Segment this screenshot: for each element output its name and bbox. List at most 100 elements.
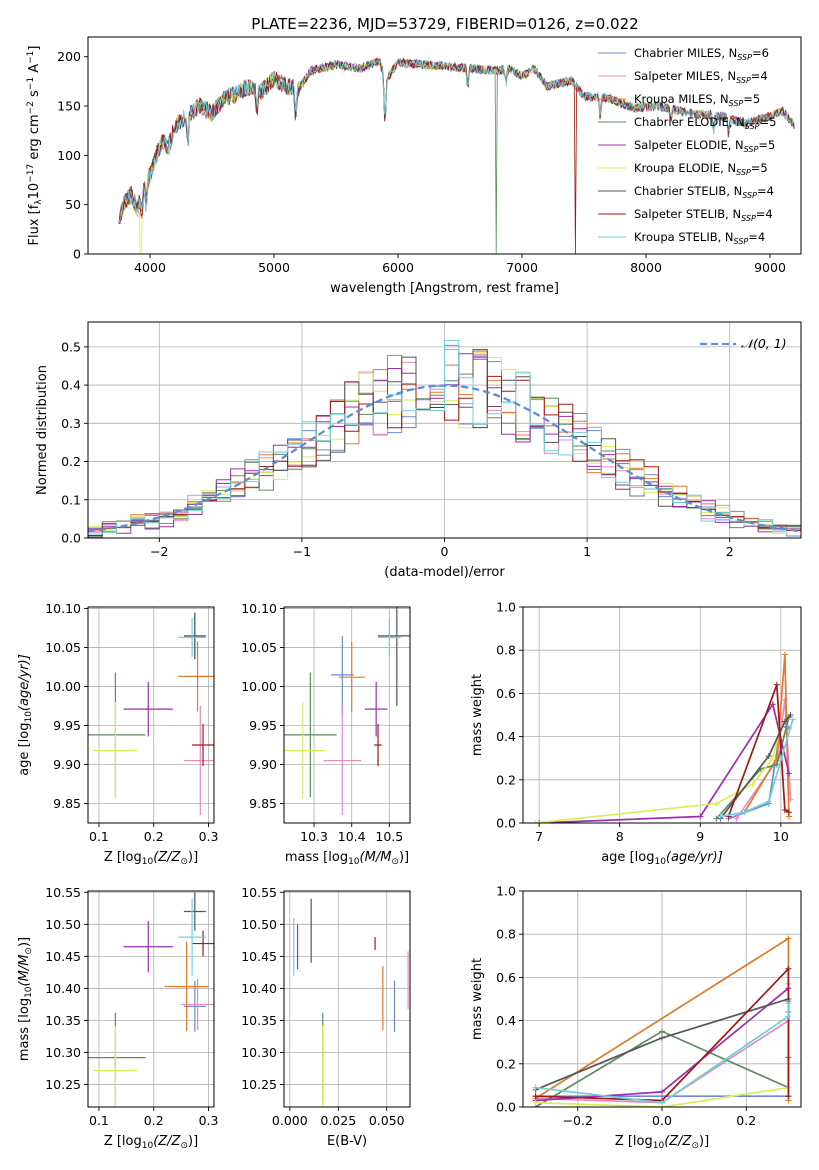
- y-tick-label: 0.6: [496, 970, 516, 985]
- label-part: =4: [757, 184, 774, 198]
- age-vs-mass-axes: 10.3 10.4 10.5 9.85 9.90 9.95 10.00 10.05 10.10 m…: [241, 601, 411, 867]
- x-tick-label: 0.2: [736, 1113, 756, 1128]
- weight-marker: [749, 781, 756, 788]
- label-part: A: [27, 64, 42, 77]
- legend-label-4: Salpeter ELODIE, NSSP=5: [634, 138, 775, 154]
- residuals-plot: [88, 340, 801, 538]
- label-part: 10: [24, 711, 34, 723]
- label-part: Kroupa STELIB, N: [634, 230, 734, 244]
- x-tick-label: 0.3: [199, 829, 219, 844]
- y-tick-label: 10.40: [241, 981, 277, 996]
- y-tick-label: 9.95: [249, 718, 277, 733]
- y-tick-label: 0.8: [496, 927, 516, 942]
- age-vs-Z-plot: [88, 612, 214, 816]
- x-tick-label: 6000: [382, 260, 414, 275]
- label-part: (age/yr)]: [17, 654, 32, 711]
- y-tick-label: 0.2: [496, 1056, 516, 1071]
- y-tick-label: 150: [57, 99, 81, 114]
- label-part: =5: [760, 115, 777, 129]
- spectrum-ylabel: Flux [fλ10−17 erg cm−2 s−1 A−1]: [26, 46, 44, 246]
- x-tick-label: 2: [726, 544, 734, 559]
- label-part: λ: [34, 199, 44, 205]
- y-tick-label: 0.5: [61, 339, 81, 354]
- spectrum-line-7: [118, 57, 795, 254]
- label-part: s: [27, 90, 42, 101]
- y-tick-label: 9.90: [53, 757, 81, 772]
- massweight-vs-age-plot: [532, 651, 796, 823]
- x-tick-label: 0.1: [89, 829, 109, 844]
- label-part: )]: [188, 850, 198, 865]
- weight-marker: [785, 935, 792, 942]
- legend-label-1: Salpeter MILES, NSSP=4: [634, 69, 768, 85]
- y-tick-label: 10.55: [241, 885, 277, 900]
- legend-label-7: Salpeter STELIB, NSSP=4: [634, 207, 773, 223]
- y-tick-label: 0.2: [61, 454, 81, 469]
- massweight-vs-Z-axes: −0.2 0.0 0.2 0.0 0.2 0.4 0.6 0.8 1.0 Z [log10(Z/Z…: [470, 884, 802, 1151]
- weight-marker: [769, 701, 776, 708]
- label-part: SSP: [734, 237, 749, 246]
- weight-marker: [785, 809, 792, 816]
- weight-marker: [733, 815, 740, 822]
- massweight-vs-age-xlabel: age [log10(age/yr)]: [601, 850, 723, 867]
- age-vs-Z-axes: 0.1 0.2 0.3 9.85 9.90 9.95 10.00 10.05 10.10 Z [l…: [17, 601, 218, 867]
- y-tick-label: 10.05: [45, 640, 81, 655]
- weight-marker: [769, 755, 776, 762]
- x-tick-label: 0.1: [89, 1113, 109, 1128]
- weight-line-2: [743, 654, 790, 817]
- y-tick-label: 10.40: [45, 981, 81, 996]
- label-part: =6: [752, 46, 769, 60]
- weight-marker: [532, 1084, 539, 1091]
- y-tick-label: 0.4: [496, 729, 516, 744]
- y-tick-label: 10.45: [45, 949, 81, 964]
- label-part: (Z/Z: [153, 1134, 181, 1149]
- weight-line-7: [535, 966, 790, 1102]
- y-tick-label: 0.4: [61, 378, 81, 393]
- y-tick-label: 10.30: [241, 1045, 277, 1060]
- y-tick-label: 0: [73, 247, 81, 262]
- x-tick-label: 10.5: [375, 829, 403, 844]
- weight-marker: [659, 1028, 665, 1035]
- x-tick-label: 0.000: [272, 1113, 308, 1128]
- y-tick-label: 9.85: [53, 796, 81, 811]
- x-tick-label: 4000: [134, 260, 166, 275]
- weight-marker: [789, 716, 796, 723]
- x-tick-label: 9000: [754, 260, 786, 275]
- x-tick-label: 1: [583, 544, 591, 559]
- y-tick-label: 50: [65, 197, 81, 212]
- label-part: Z [log: [615, 1134, 653, 1149]
- residuals-ylabel: Normed distribution: [35, 365, 50, 495]
- weight-marker: [773, 681, 780, 688]
- x-tick-label: 0.2: [144, 1113, 164, 1128]
- label-part: age [log: [17, 723, 32, 776]
- mass-vs-Z-axes: 0.1 0.2 0.3 10.25 10.30 10.35 10.40 10.45 10.50 1…: [17, 885, 218, 1151]
- x-tick-label: 7000: [506, 260, 538, 275]
- x-tick-label: 10.3: [300, 829, 328, 844]
- label-part: ]: [27, 46, 42, 51]
- y-tick-label: 10.10: [241, 601, 277, 616]
- label-part: SSP: [742, 191, 757, 200]
- label-part: 10: [27, 183, 42, 200]
- y-tick-label: 0.1: [61, 492, 81, 507]
- spectrum-xlabel: wavelength [Angstrom, rest frame]: [330, 281, 559, 296]
- y-tick-label: 0.2: [496, 772, 516, 787]
- weight-marker: [785, 1093, 792, 1100]
- x-tick-label: 7: [535, 829, 543, 844]
- x-tick-label: 0.025: [320, 1113, 356, 1128]
- label-part: SSP: [737, 53, 752, 62]
- label-part: erg cm: [27, 114, 42, 163]
- y-tick-label: 9.90: [249, 757, 277, 772]
- label-part: −1: [26, 51, 36, 64]
- x-tick-label: −2: [150, 544, 168, 559]
- x-tick-label: −0.2: [563, 1113, 593, 1128]
- spectrum-line-3: [118, 57, 795, 254]
- age-vs-Z-ylabel: age [log10(age/yr)]: [17, 654, 34, 776]
- x-tick-label: 5000: [258, 260, 290, 275]
- label-part: SSP: [741, 214, 756, 223]
- label-part: (data-model)/error: [384, 565, 505, 580]
- weight-marker: [781, 651, 788, 658]
- label-part: 10: [142, 857, 154, 867]
- x-tick-label: 0.3: [199, 1113, 219, 1128]
- y-tick-label: 10.50: [241, 917, 277, 932]
- y-tick-label: 0.3: [61, 416, 81, 431]
